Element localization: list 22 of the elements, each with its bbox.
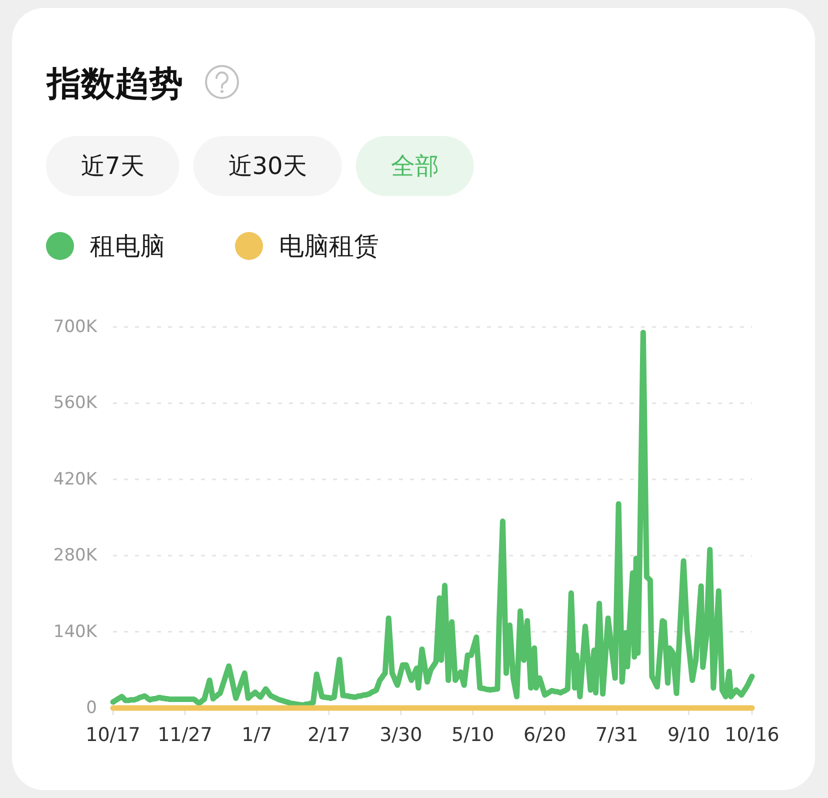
y-tick-label: 0 — [86, 698, 97, 718]
y-tick-label: 560K — [53, 393, 97, 414]
x-tick-label: 5/10 — [452, 724, 494, 746]
y-tick-label: 420K — [53, 469, 97, 490]
y-tick-label: 140K — [53, 622, 97, 642]
y-tick-label: 280K — [53, 546, 97, 566]
x-tick-label: 11/27 — [158, 724, 212, 746]
x-tick-label: 2/17 — [308, 724, 350, 746]
legend-label: 电脑租赁 — [279, 232, 379, 260]
x-tick-label: 10/17 — [86, 724, 140, 746]
x-tick-label: 3/30 — [380, 724, 422, 746]
legend-label: 租电脑 — [90, 232, 165, 260]
button-label: 近30天 — [228, 152, 307, 180]
x-tick-label: 10/16 — [724, 724, 780, 746]
y-tick-label: 700K — [53, 317, 97, 337]
button-label: 全部 — [390, 152, 439, 180]
x-tick-label: 9/10 — [667, 724, 710, 746]
x-tick-label: 1/7 — [242, 724, 272, 746]
x-tick-label: 7/31 — [596, 724, 638, 746]
title: 指数趋势 — [47, 64, 183, 104]
button-label: 近7天 — [81, 152, 144, 180]
x-tick-label: 6/20 — [524, 724, 566, 746]
